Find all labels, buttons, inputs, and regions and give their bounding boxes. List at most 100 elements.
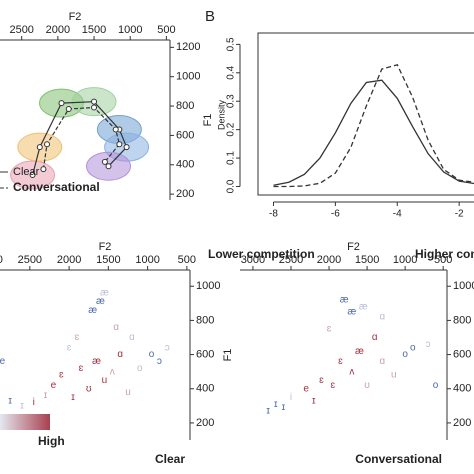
vowel-mean [36,144,43,151]
vowel-mean [65,105,72,112]
x-tick-label: 1500 [96,254,120,266]
y-tick-label: 800 [196,314,214,326]
x-tick-label: 2500 [18,254,42,266]
vowel-token: ɪ [266,406,270,417]
vowel-token: ɑ [113,322,119,333]
vowel-token: i [33,397,35,408]
x-tick-label: -4 [393,209,402,220]
vowel-mean [58,100,65,107]
vowel-token: ɛ [79,363,84,374]
legend-label: Conversational [13,180,100,194]
vowel-token: ɛ [331,380,336,391]
vowel-token: i [290,392,292,403]
y-tick-label: 200 [196,417,214,429]
y-tick-label: 600 [196,348,214,360]
y-tick-label: 800 [176,100,194,112]
vowel-token: o [149,349,155,360]
vowel-mean [116,141,123,148]
x-tick-label: 2000 [46,24,70,36]
vowel-token: æ [340,295,349,306]
y-tick-label: 400 [453,383,471,395]
density-line [273,79,474,186]
vowel-token: ɛ [59,370,64,381]
y-tick-label: 1000 [196,280,220,292]
vowel-token: ʌ [110,366,115,377]
y-tick-label: 0.0 [226,179,237,193]
y-axis-title: F1 [222,349,234,362]
vowel-token: u [391,370,397,381]
vowel-token: æ [92,356,101,367]
x-tick-label: -8 [269,209,278,220]
vowel-token: ɪ [44,390,48,401]
x-tick-label: 2000 [57,254,81,266]
vowel-token: ʌ [349,366,354,377]
vowel-token: æ [359,301,368,312]
x-label-right: Higher competition [415,247,474,261]
vowel-token: o [402,349,408,360]
x-tick-label: 2500 [279,254,303,266]
vowel-token: ɔ [165,342,170,353]
x-tick-label: -2 [455,209,464,220]
x-tick-label: 1500 [355,254,379,266]
density-line [273,64,474,188]
y-tick-label: 0.3 [226,94,237,108]
vowel-token: ɪ [312,395,316,406]
y-tick-label: 800 [453,314,471,326]
vowel-token: ɪ [282,402,286,413]
x-label-left: Lower competition [208,247,315,261]
x-tick-label: 500 [434,254,452,266]
vowel-token: o [137,363,143,374]
vowel-token: ɛ [67,342,72,353]
x-tick-label: 500 [178,254,196,266]
y-tick-label: 200 [453,417,471,429]
x-tick-label: 1000 [118,24,142,36]
vowel-token: æ [96,296,105,307]
x-tick-label: 1500 [82,24,106,36]
y-tick-label: 400 [196,383,214,395]
vowel-mean [29,172,36,179]
vowel-token: ɑ [372,332,378,343]
vowel-mean [123,144,130,151]
y-axis-title: Density [216,99,226,130]
vowel-token: u [125,387,131,398]
vowel-mean [112,126,119,133]
vowel-token: e [51,380,57,391]
vowel-token: e [303,383,309,394]
vowel-token: ɪ [71,392,75,403]
y-tick-label: 0.5 [226,37,237,51]
vowel-token: ɛ [319,375,324,386]
panel-label: B [205,8,215,25]
x-tick-label: -6 [331,209,340,220]
x-tick-label: 2500 [9,24,33,36]
y-tick-label: 400 [176,159,194,171]
y-axis-title: F1 [202,114,214,127]
y-tick-label: 0.1 [226,151,237,165]
vowel-token: ʊ [364,380,370,391]
y-tick-label: 1000 [176,71,200,83]
y-tick-label: 600 [176,129,194,141]
x-axis-title: F2 [69,11,82,23]
vowel-token: æ [355,346,364,357]
panel-annotation: Clear [155,452,185,466]
plot-frame [257,32,474,196]
vowel-token: ɪ [274,399,278,410]
vowel-mean [44,141,51,148]
vowel-token: ɑ [117,349,123,360]
y-tick-label: 1200 [176,41,200,53]
colorbar [0,414,50,430]
y-tick-label: 0.4 [226,65,237,79]
vowel-token: ɑ [380,312,386,323]
x-tick-label: 1000 [393,254,417,266]
x-axis-title: F2 [99,241,112,253]
x-axis-title: F2 [347,241,360,253]
colorbar-label: High [38,434,65,448]
vowel-token: æ [88,305,97,316]
x-tick-label: 2000 [317,254,341,266]
vowel-token: ɛ [75,332,80,343]
panel-annotation: Conversational [355,452,442,466]
vowel-mean [105,163,112,170]
vowel-mean [101,158,108,165]
vowel-token: ʊ [86,383,92,394]
vowel-token: ɔ [425,339,430,350]
